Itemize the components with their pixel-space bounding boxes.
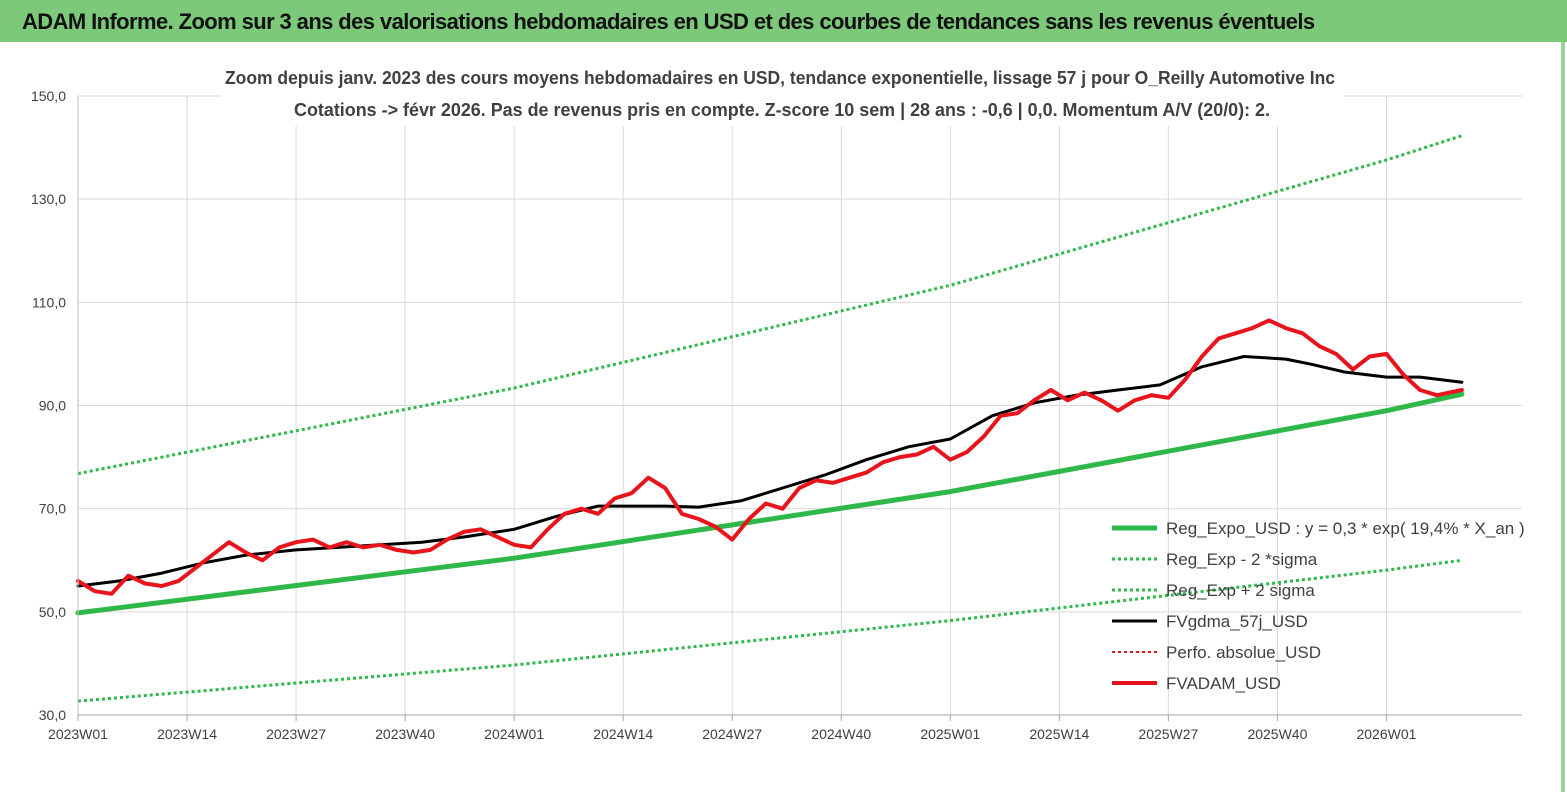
x-tick-label: 2024W27 [702, 726, 762, 742]
x-tick-label: 2025W40 [1247, 726, 1307, 742]
legend-label: FVADAM_USD [1166, 674, 1281, 693]
x-tick-label: 2025W27 [1138, 726, 1198, 742]
legend: Reg_Expo_USD : y = 0,3 * exp( 19,4% * X_… [1112, 519, 1525, 693]
x-tick-label: 2023W01 [48, 726, 108, 742]
legend-label: Reg_Exp - 2 *sigma [1166, 550, 1318, 569]
series-layer [75, 134, 1465, 703]
x-tick-label: 2025W01 [920, 726, 980, 742]
y-tick-label: 50,0 [39, 604, 66, 620]
banner-title: ADAM Informe. Zoom sur 3 ans des valoris… [22, 9, 1315, 34]
legend-label: FVgdma_57j_USD [1166, 612, 1308, 631]
series-line-fvadam-usd [76, 318, 1464, 596]
x-tick-label: 2023W40 [375, 726, 435, 742]
x-tick-label: 2023W27 [266, 726, 326, 742]
chart: 30,0 50,0 70,0 90,0 110,0 130,0 150,0 2023W01 20… [31, 60, 1525, 742]
legend-label: Reg_Expo_USD : y = 0,3 * exp( 19,4% * X_… [1166, 519, 1525, 538]
series-line-reg-expo-usd [75, 391, 1465, 616]
banner: ADAM Informe. Zoom sur 3 ans des valoris… [0, 0, 1567, 42]
x-tick-label: 2026W01 [1356, 726, 1416, 742]
y-tick-label: 30,0 [39, 707, 66, 723]
x-tick-label: 2024W40 [811, 726, 871, 742]
y-tick-label: 110,0 [32, 294, 66, 310]
series-line-fvgdma-57j-usd [76, 355, 1464, 588]
axes: 30,0 50,0 70,0 90,0 110,0 130,0 150,0 2023W01 20… [31, 88, 1522, 742]
y-tick-label: 150,0 [31, 88, 66, 104]
x-tick-label: 2023W14 [157, 726, 217, 742]
legend-label: Reg_Exp + 2 sigma [1166, 581, 1315, 600]
chart-title-line1: Zoom depuis janv. 2023 des cours moyens … [225, 68, 1335, 88]
x-tick-label: 2025W14 [1029, 726, 1089, 742]
y-tick-label: 70,0 [39, 501, 66, 517]
y-tick-label: 130,0 [31, 191, 66, 207]
title-backdrop [222, 60, 1344, 126]
series-line-reg-exp [77, 558, 1463, 703]
frame-edge [1561, 42, 1565, 792]
series-line-reg-exp [77, 134, 1463, 476]
y-tick-label: 90,0 [39, 398, 66, 414]
x-tick-label: 2024W01 [484, 726, 544, 742]
x-tick-label: 2024W14 [593, 726, 653, 742]
chart-titles: Zoom depuis janv. 2023 des cours moyens … [222, 60, 1344, 126]
chart-title-line2: Cotations -> févr 2026. Pas de revenus p… [294, 100, 1270, 120]
legend-label: Perfo. absolue_USD [1166, 643, 1321, 662]
